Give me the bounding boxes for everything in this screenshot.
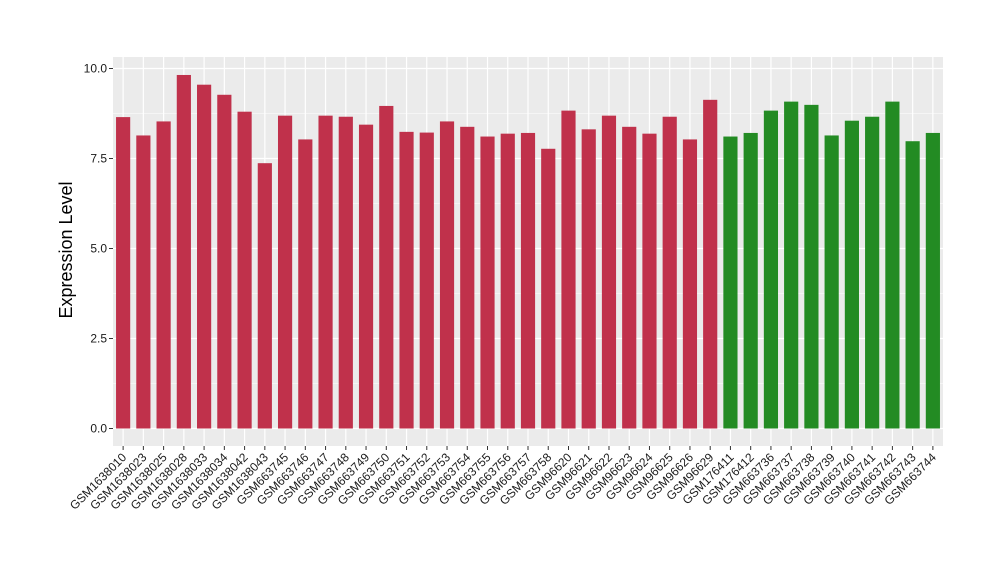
y-axis-title: Expression Level [56,181,76,318]
bar-GSM663738 [804,104,819,429]
y-tick-label: 0.0 [90,422,107,436]
bar-GSM176412 [743,132,758,429]
bar-GSM663739 [824,135,839,429]
bar-GSM1638023 [136,135,151,429]
bar-GSM663753 [439,121,455,429]
bar-GSM663740 [844,120,859,429]
bar-GSM663745 [277,115,293,429]
bar-GSM663741 [865,116,880,429]
bar-GSM663750 [379,105,394,429]
bar-GSM663743 [905,141,920,429]
bars [116,74,940,429]
bar-GSM1638010 [116,117,131,429]
bar-GSM663751 [399,131,414,429]
bar-GSM1638025 [156,121,171,429]
bar-GSM663755 [480,136,495,429]
y-axis: 0.0 2.5 5.0 7.5 10.0 [84,62,113,436]
x-axis: GSM1638010GSM1638023GSM1638025GSM1638028… [67,446,939,512]
bar-GSM663758 [541,148,556,429]
bar-GSM663756 [500,133,515,429]
y-tick-label: 7.5 [90,152,107,166]
bar-GSM96620 [561,110,576,429]
bar-GSM663737 [784,101,799,429]
y-tick-label: 5.0 [90,242,107,256]
bar-GSM96621 [581,129,596,429]
bar-GSM663757 [520,132,536,429]
bar-GSM663752 [419,132,434,429]
bar-GSM1638033 [197,84,212,429]
y-tick-label: 2.5 [90,332,107,346]
y-tick-label: 10.0 [84,62,108,76]
bar-GSM1638034 [217,94,232,429]
bar-GSM1638028 [176,74,191,429]
bar-GSM663749 [358,124,374,429]
bar-GSM663747 [318,115,333,429]
bar-GSM663748 [338,116,353,429]
bar-GSM663746 [298,139,313,429]
bar-GSM663754 [460,126,475,429]
bar-GSM96625 [662,116,677,429]
bar-GSM663742 [885,101,900,429]
bar-GSM1638043 [257,163,272,429]
bar-GSM1638042 [237,111,252,429]
bar-GSM96624 [642,133,657,429]
bar-GSM663744 [925,132,940,429]
bar-GSM96623 [622,126,637,429]
bar-GSM96622 [601,115,617,429]
bar-GSM663736 [763,110,779,429]
bar-GSM176411 [723,136,738,429]
bar-GSM96626 [682,139,698,429]
bar-GSM96629 [703,99,718,429]
